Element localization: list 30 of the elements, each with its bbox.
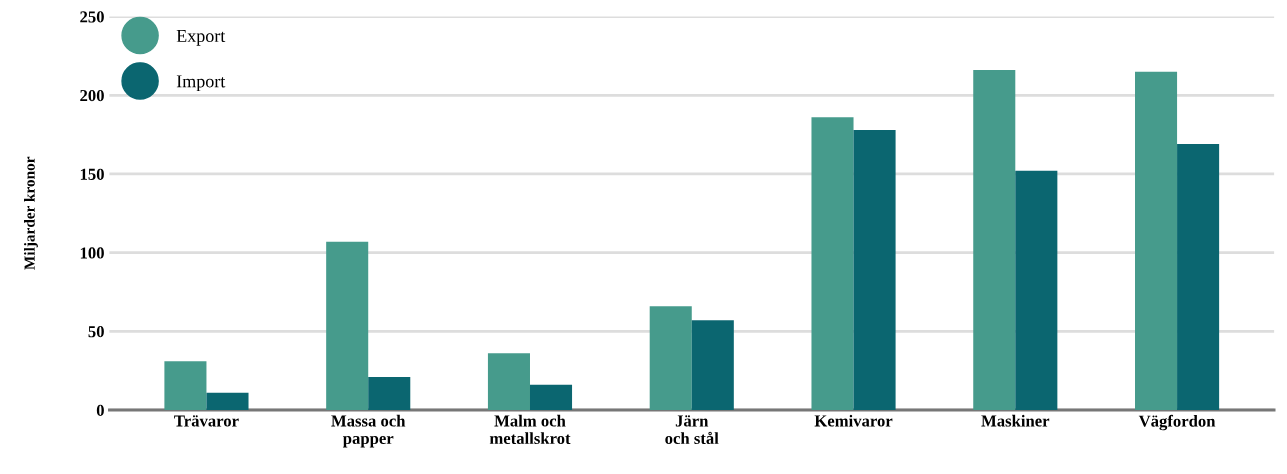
- bar: [1015, 170, 1058, 411]
- bar: [649, 306, 692, 411]
- bar: [487, 353, 530, 411]
- x-tick-label: Vägfordon: [1138, 414, 1216, 431]
- x-tick-label: Malm och metallskrot: [489, 414, 571, 445]
- x-tick-label: Järn och stål: [665, 415, 719, 445]
- y-tick-label: 0: [96, 404, 104, 416]
- bar: [1135, 71, 1178, 411]
- y-axis-title: Miljarder kronor: [24, 156, 38, 270]
- bar: [853, 129, 896, 411]
- x-tick-label: Trävaror: [174, 415, 239, 427]
- y-tick-label: 150: [80, 168, 104, 180]
- legend-label: Export: [176, 30, 226, 46]
- bar: [368, 376, 411, 411]
- bar: [529, 384, 573, 411]
- bar: [164, 361, 207, 411]
- bar: [691, 320, 734, 411]
- bar: [206, 392, 249, 411]
- y-tick-label: 200: [80, 89, 104, 102]
- bar: [973, 70, 1016, 411]
- x-tick-label: Massa och papper: [331, 414, 406, 448]
- legend-label: Import: [176, 75, 226, 92]
- bar: [326, 241, 369, 411]
- y-tick-label: 250: [80, 11, 104, 23]
- y-tick-label: 50: [88, 326, 104, 338]
- bar: [811, 117, 854, 411]
- bar: [1177, 144, 1220, 411]
- x-tick-label: Maskiner: [981, 414, 1050, 427]
- y-tick-label: 100: [80, 247, 104, 259]
- x-tick-label: Kemivaror: [814, 414, 893, 427]
